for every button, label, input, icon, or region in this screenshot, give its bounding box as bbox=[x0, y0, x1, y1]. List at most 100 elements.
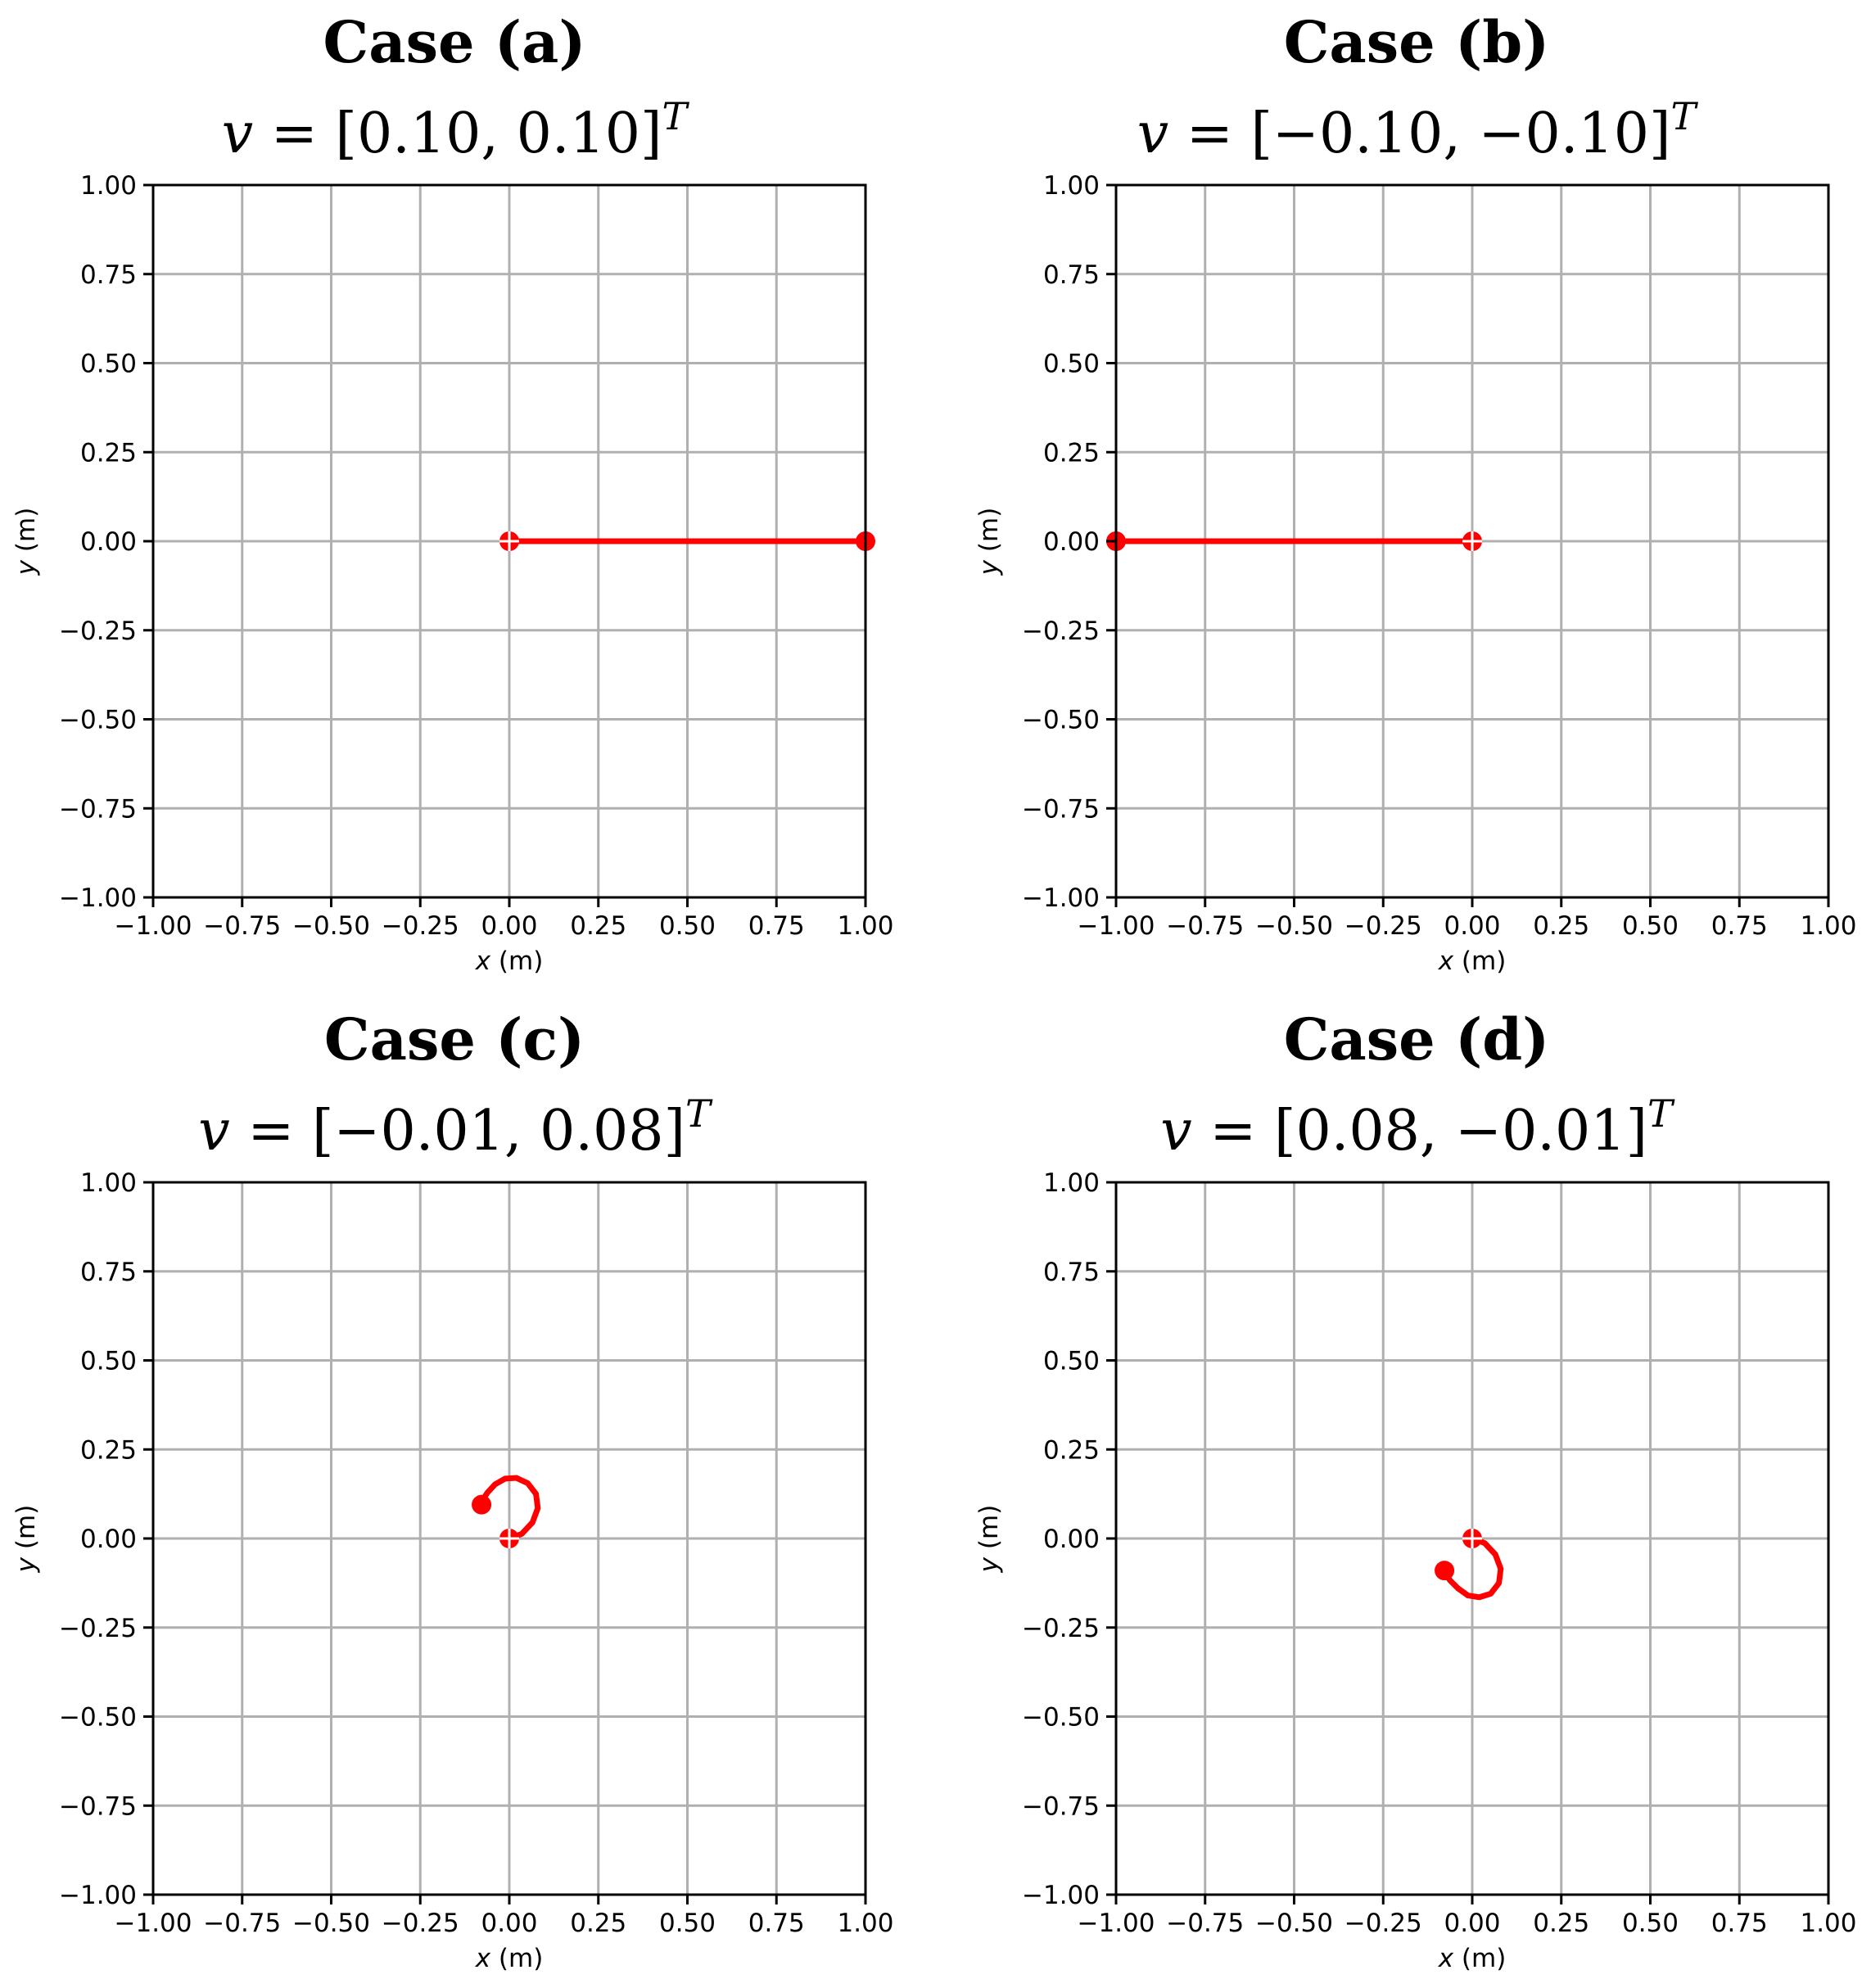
end-marker bbox=[472, 1494, 492, 1515]
y-tick-label: −1.00 bbox=[59, 1881, 137, 1910]
y-tick-label: 1.00 bbox=[1043, 171, 1100, 201]
x-tick-label: 0.25 bbox=[1533, 911, 1589, 941]
x-tick-label: −1.00 bbox=[115, 1909, 192, 1938]
y-tick-label: 1.00 bbox=[80, 1168, 137, 1198]
y-tick-label: 0.00 bbox=[80, 527, 137, 557]
x-tick-label: 1.00 bbox=[1800, 911, 1856, 941]
y-tick-label: −0.25 bbox=[59, 1614, 137, 1643]
x-axis-label: x (m) bbox=[475, 1944, 544, 1973]
y-tick-label: −0.50 bbox=[1022, 706, 1100, 735]
x-tick-label: −0.50 bbox=[292, 911, 370, 941]
y-tick-label: −0.50 bbox=[1022, 1703, 1100, 1733]
start-marker bbox=[499, 531, 519, 551]
panel-a: Case (a) v = [0.10, 0.10]T −1.00−1.00 −0.75… bbox=[11, 8, 894, 976]
x-tick-label: 0.75 bbox=[748, 911, 805, 941]
y-tick-label: 1.00 bbox=[1043, 1168, 1100, 1198]
y-tick-label: −1.00 bbox=[59, 883, 137, 913]
subtitle-equals: = bbox=[253, 102, 335, 166]
y-tick-label: 0.50 bbox=[1043, 350, 1100, 379]
y-tick-label: 0.75 bbox=[80, 1258, 137, 1287]
x-tick-label: −0.50 bbox=[292, 1909, 370, 1938]
y-axis-label: y (m) bbox=[974, 1505, 1004, 1574]
x-axis-label: x (m) bbox=[1438, 1944, 1507, 1973]
y-tick-label: −0.75 bbox=[1022, 1791, 1100, 1821]
y-tick-label: 0.75 bbox=[1043, 260, 1100, 290]
trajectory-line bbox=[1441, 1535, 1504, 1601]
subtitle-var: v bbox=[222, 102, 253, 166]
y-axis-label: y (m) bbox=[974, 508, 1004, 576]
y-tick-label: 0.25 bbox=[80, 1435, 137, 1465]
x-tick-label: −0.75 bbox=[203, 1909, 281, 1938]
x-tick-label: 0.25 bbox=[570, 911, 626, 941]
panel-c: Case (c) v = [−0.01, 0.08]T −1.00−1.00 −0.7… bbox=[11, 1005, 894, 1973]
subtitle-equals: = bbox=[1168, 102, 1250, 166]
y-tick-label: 0.75 bbox=[80, 260, 137, 290]
x-tick-label: −0.75 bbox=[203, 911, 281, 941]
y-tick-label: −0.50 bbox=[59, 1703, 137, 1733]
x-tick-label: 0.00 bbox=[1444, 911, 1500, 941]
panel-subtitle: v = [0.10, 0.10]T bbox=[222, 94, 690, 166]
y-tick-label: 0.00 bbox=[80, 1525, 137, 1554]
subtitle-vector: [0.10, 0.10] bbox=[335, 102, 662, 166]
subtitle-vector: [−0.01, 0.08] bbox=[312, 1099, 685, 1163]
subtitle-var: v bbox=[1137, 102, 1168, 166]
y-tick-label: −1.00 bbox=[1022, 883, 1100, 913]
y-tick-label: 0.75 bbox=[1043, 1258, 1100, 1287]
y-tick-label: −1.00 bbox=[1022, 1881, 1100, 1910]
x-tick-label: −0.25 bbox=[1344, 1909, 1422, 1938]
subtitle-superscript: T bbox=[1671, 94, 1699, 138]
y-tick-label: −0.25 bbox=[1022, 617, 1100, 646]
x-tick-label: 0.00 bbox=[1444, 1909, 1500, 1938]
y-tick-label: 0.00 bbox=[1043, 1525, 1100, 1554]
x-axis-label: x (m) bbox=[475, 947, 544, 976]
x-tick-label: −1.00 bbox=[1078, 1909, 1155, 1938]
y-tick-label: 0.50 bbox=[80, 350, 137, 379]
x-tick-label: 1.00 bbox=[837, 1909, 893, 1938]
panel-b: Case (b) v = [−0.10, −0.10]T −1.00−1.00 −0.… bbox=[974, 8, 1857, 976]
x-tick-label: 1.00 bbox=[837, 911, 893, 941]
panel-subtitle: v = [−0.10, −0.10]T bbox=[1137, 94, 1699, 166]
subtitle-var: v bbox=[198, 1099, 229, 1163]
x-tick-label: −0.50 bbox=[1255, 1909, 1333, 1938]
y-tick-label: 0.25 bbox=[1043, 1435, 1100, 1465]
y-axis-label: y (m) bbox=[11, 508, 41, 576]
x-tick-label: 0.00 bbox=[481, 911, 537, 941]
x-tick-label: 0.75 bbox=[1711, 911, 1768, 941]
panel-d: Case (d) v = [0.08, −0.01]T −1.00−1.00 −0.7… bbox=[974, 1005, 1857, 1973]
x-tick-label: −0.50 bbox=[1255, 911, 1333, 941]
panel-subtitle: v = [0.08, −0.01]T bbox=[1160, 1091, 1675, 1163]
subtitle-superscript: T bbox=[662, 94, 690, 138]
subtitle-superscript: T bbox=[1647, 1091, 1675, 1136]
subtitle-equals: = bbox=[230, 1099, 312, 1163]
panel-title: Case (a) bbox=[323, 8, 586, 76]
trajectory-line bbox=[478, 1475, 541, 1542]
x-tick-label: −1.00 bbox=[115, 911, 192, 941]
x-tick-label: 0.75 bbox=[748, 1909, 805, 1938]
y-tick-label: 0.25 bbox=[80, 438, 137, 468]
subtitle-superscript: T bbox=[685, 1091, 713, 1136]
x-tick-label: 0.50 bbox=[659, 1909, 716, 1938]
subtitle-vector: [−0.10, −0.10] bbox=[1250, 102, 1670, 166]
start-marker bbox=[1462, 531, 1482, 551]
x-tick-label: 0.75 bbox=[1711, 1909, 1768, 1938]
y-axis-label: y (m) bbox=[11, 1505, 41, 1574]
x-tick-label: 0.50 bbox=[1622, 911, 1679, 941]
x-tick-label: −0.75 bbox=[1166, 1909, 1244, 1938]
y-tick-label: −0.25 bbox=[59, 617, 137, 646]
panel-title: Case (d) bbox=[1284, 1005, 1550, 1073]
subtitle-equals: = bbox=[1192, 1099, 1274, 1163]
y-tick-label: 0.25 bbox=[1043, 438, 1100, 468]
y-tick-label: −0.75 bbox=[59, 1791, 137, 1821]
y-tick-label: −0.75 bbox=[59, 794, 137, 824]
start-marker bbox=[499, 1529, 519, 1548]
x-tick-label: −0.25 bbox=[382, 911, 459, 941]
x-tick-label: 0.25 bbox=[570, 1909, 626, 1938]
x-tick-label: 0.25 bbox=[1533, 1909, 1589, 1938]
panel-subtitle: v = [−0.01, 0.08]T bbox=[198, 1091, 713, 1163]
y-tick-label: 0.00 bbox=[1043, 527, 1100, 557]
x-tick-label: 0.00 bbox=[481, 1909, 537, 1938]
end-marker bbox=[1435, 1561, 1455, 1581]
panel-title: Case (b) bbox=[1284, 8, 1550, 76]
subtitle-vector: [0.08, −0.01] bbox=[1274, 1099, 1647, 1163]
